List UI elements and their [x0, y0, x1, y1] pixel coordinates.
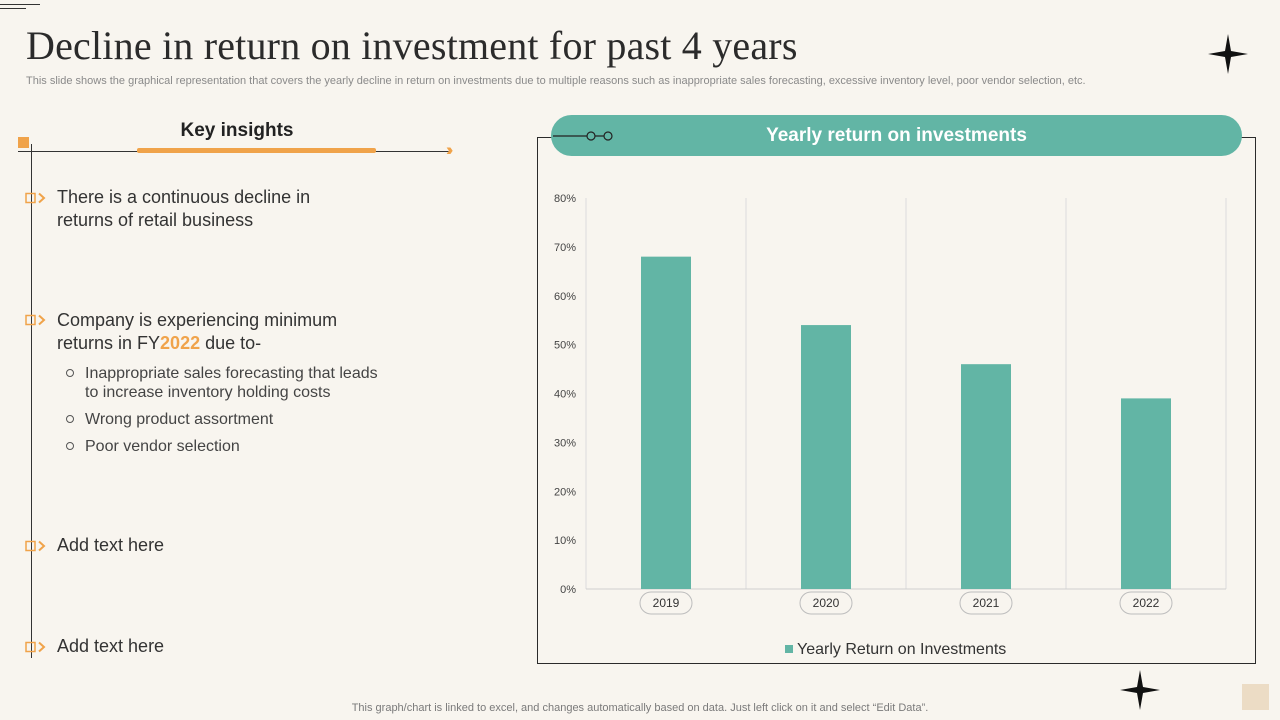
sub-point-3: Poor vendor selection — [66, 437, 240, 456]
x-label-pill — [1119, 591, 1173, 615]
y-tick-label: 80% — [554, 193, 576, 205]
y-tick-label: 0% — [560, 584, 576, 596]
key-insights-label: Key insights — [180, 120, 294, 141]
x-tick-label: 2019 — [653, 596, 680, 610]
corner-decoration — [1242, 684, 1269, 710]
sparkle-star-icon — [1208, 34, 1248, 74]
x-label-pill — [639, 591, 693, 615]
orange-square-marker — [18, 137, 29, 148]
sub-point-1: Inappropriate sales forecasting that lea… — [66, 364, 378, 402]
chart-title: Yearly return on investments — [551, 115, 1242, 156]
sparkle-star-icon-bottom — [1120, 670, 1160, 710]
y-tick-label: 30% — [554, 437, 576, 449]
y-tick-label: 50% — [554, 340, 576, 352]
timeline-line — [31, 144, 32, 658]
y-tick-label: 10% — [554, 535, 576, 547]
chart-legend: Yearly Return on Investments — [785, 641, 1006, 659]
connector-icon — [553, 131, 613, 141]
insight-point-1: There is a continuous decline in returns… — [57, 187, 311, 230]
bullet-arrow-icon — [25, 641, 46, 653]
bullet-arrow-icon — [25, 540, 46, 552]
bar-chart: 0% 10% 20% 30% 40% 50% 60% 70% 80% 2019 2020 2021 20… — [554, 193, 1227, 615]
page-subtitle: This slide shows the graphical represent… — [26, 75, 1086, 87]
circle-bullet-icon — [66, 414, 74, 423]
x-label-pill — [799, 591, 853, 615]
x-tick-label: 2021 — [973, 596, 1000, 610]
circle-bullet-icon — [66, 441, 74, 450]
highlight-year: 2022 — [160, 333, 201, 353]
y-tick-label: 70% — [554, 242, 576, 254]
bullet-arrow-icon — [25, 314, 46, 326]
legend-label: Yearly Return on Investments — [797, 641, 1007, 658]
bar-2022 — [1121, 398, 1171, 589]
sub-point-2: Wrong product assortment — [66, 410, 273, 429]
bar-2019 — [641, 256, 691, 589]
insight-point-4: Add text here — [57, 636, 165, 656]
insight-point-2: Company is experiencing minimum returns … — [57, 310, 338, 353]
legend-swatch — [785, 645, 793, 653]
top-left-lines — [0, 4, 40, 12]
y-tick-label: 20% — [554, 486, 576, 498]
key-insights-underline — [137, 148, 376, 153]
x-tick-label: 2020 — [813, 596, 840, 610]
x-tick-label: 2022 — [1133, 596, 1160, 610]
bar-2020 — [801, 325, 851, 589]
bullet-arrow-icon — [25, 192, 46, 204]
bar-2021 — [961, 364, 1011, 589]
double-chevron-right-icon: ›› — [446, 140, 454, 159]
circle-bullet-icon — [66, 368, 74, 377]
y-tick-label: 60% — [554, 291, 576, 303]
page-title: Decline in return on investment for past… — [26, 23, 798, 68]
insight-point-3: Add text here — [57, 535, 165, 555]
footer-note: This graph/chart is linked to excel, and… — [351, 702, 929, 714]
x-label-pill — [959, 591, 1013, 615]
y-tick-label: 40% — [554, 389, 576, 401]
